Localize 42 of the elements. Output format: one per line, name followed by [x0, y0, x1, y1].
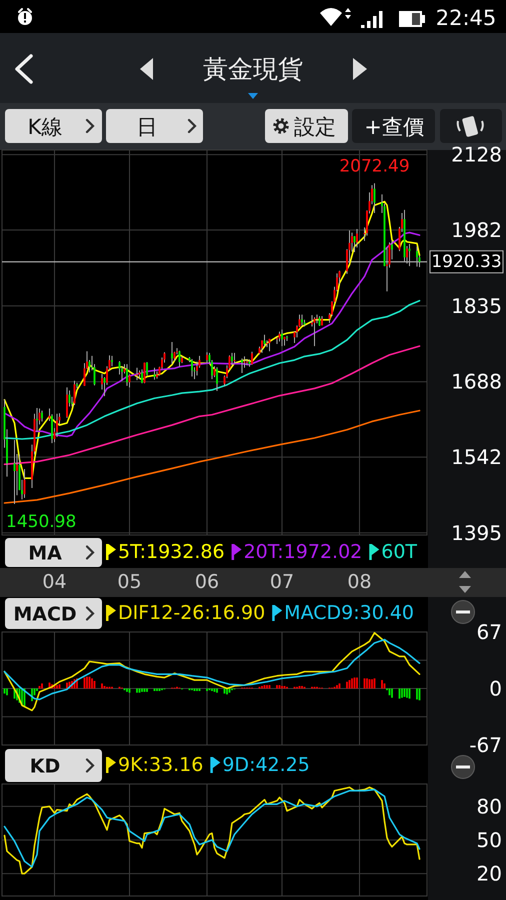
text: +查價	[364, 115, 424, 139]
line-series	[4, 410, 420, 504]
y-tick-label: 1982	[451, 218, 502, 242]
y-tick-label: 20	[476, 862, 502, 886]
y-tick-label: -67	[469, 733, 502, 757]
legend-label: 9D:42.25	[222, 754, 310, 776]
chart-title: 黃金現貨	[203, 54, 303, 84]
y-tick-label: 1395	[451, 520, 502, 545]
legend-label: DIF12-26:16.90	[118, 602, 266, 624]
y-tick-label: 0	[489, 676, 502, 700]
annotation: 1450.98	[6, 512, 76, 532]
line-series	[4, 632, 420, 712]
line-series	[4, 200, 420, 480]
x-tick-label: 05	[117, 571, 142, 593]
legend-label: 20T:1972.02	[244, 541, 362, 563]
y-tick-label: 1688	[451, 370, 502, 394]
legend-label: 60T	[381, 541, 418, 563]
text: MACD	[13, 604, 77, 626]
line-series	[4, 300, 420, 440]
y-tick-label: 50	[476, 828, 502, 852]
legend-label: MACD9:30.40	[284, 602, 414, 624]
y-tick-label: 80	[476, 794, 502, 818]
text: 22:45	[436, 6, 496, 30]
x-tick-label: 08	[347, 571, 372, 593]
y-tick-label: 1542	[451, 445, 502, 470]
text: K線	[28, 115, 62, 139]
x-tick-label: 06	[194, 571, 220, 593]
text: 日	[136, 115, 158, 139]
x-tick-label: 07	[270, 571, 294, 593]
legend-label: 5T:1932.86	[118, 541, 225, 563]
line-series	[4, 638, 420, 700]
text: MA	[28, 542, 62, 564]
y-tick-label: 1835	[451, 294, 502, 318]
text: KD	[30, 756, 60, 778]
annotation: 2072.49	[339, 156, 410, 176]
line-series	[4, 345, 420, 466]
legend-label: 9K:33.16	[118, 754, 204, 776]
text: 設定	[294, 115, 336, 139]
y-tick-label: 67	[476, 620, 502, 644]
ref-line-label: 1920.33	[431, 252, 502, 272]
y-tick-label: 2128	[451, 142, 502, 167]
x-tick-label: 04	[42, 571, 67, 593]
